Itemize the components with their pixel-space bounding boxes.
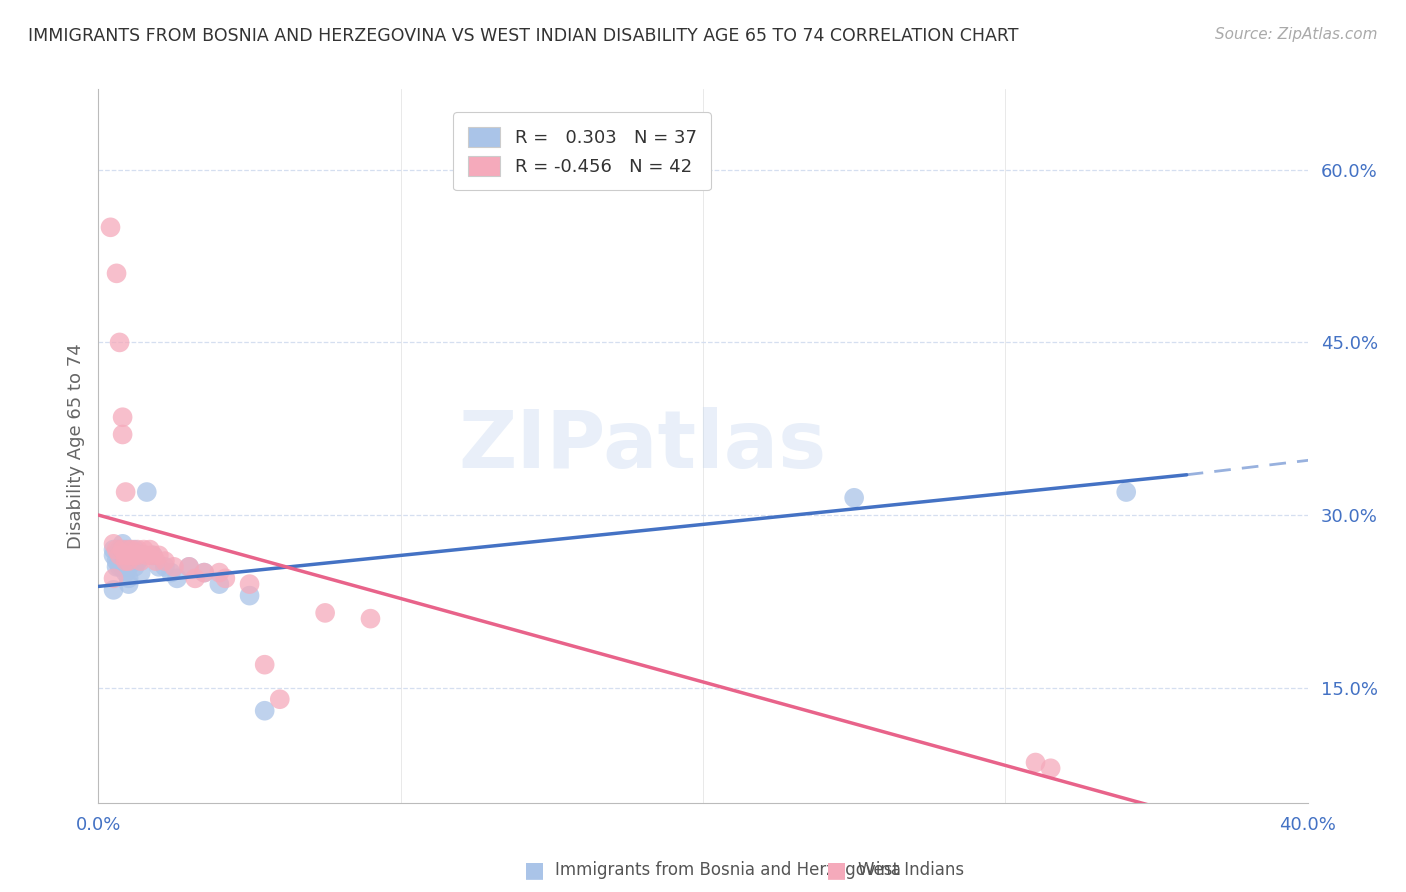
Point [103,549,125,563]
Point [114,485,136,500]
Point [108,554,131,568]
Point [118,549,141,563]
Point [153,554,176,568]
Point [208,577,231,591]
Point [111,410,134,425]
Point [163,559,186,574]
Point [118,577,141,591]
Point [253,657,276,672]
Y-axis label: Disability Age 65 to 74: Disability Age 65 to 74 [66,343,84,549]
Text: ZIPatlas: ZIPatlas [458,407,827,485]
Point [139,542,162,557]
Point [114,549,136,563]
Point [108,335,131,350]
Text: ■: ■ [827,860,846,880]
Text: Source: ZipAtlas.com: Source: ZipAtlas.com [1215,27,1378,42]
Point [118,554,141,568]
Point [111,542,134,557]
Point [100,220,122,235]
Point [114,542,136,557]
Point [127,549,149,563]
Point [184,571,207,585]
Point [114,554,136,568]
Point [129,554,152,568]
Point [135,549,157,563]
Point [269,692,291,706]
Point [105,554,128,568]
Text: ■: ■ [524,860,544,880]
Point [193,566,215,580]
Point [118,559,141,574]
Point [124,542,146,557]
Point [214,571,236,585]
Point [208,566,231,580]
Text: West Indians: West Indians [858,861,963,879]
Point [124,549,146,563]
Point [148,559,170,574]
Point [118,571,141,585]
Point [1039,761,1062,775]
Point [111,427,134,442]
Point [103,542,125,557]
Point [160,566,183,580]
Point [142,549,165,563]
Point [108,542,131,557]
Point [108,549,131,563]
Point [111,559,134,574]
Point [153,559,176,574]
Point [111,549,134,563]
Point [121,549,143,563]
Point [103,571,125,585]
Point [253,704,276,718]
Point [118,549,141,563]
Text: IMMIGRANTS FROM BOSNIA AND HERZEGOVINA VS WEST INDIAN DISABILITY AGE 65 TO 74 CO: IMMIGRANTS FROM BOSNIA AND HERZEGOVINA V… [28,27,1018,45]
Point [103,537,125,551]
Point [105,266,128,280]
Point [177,559,201,574]
Point [177,559,201,574]
Point [108,559,131,574]
Point [193,566,215,580]
Point [103,582,125,597]
Point [105,559,128,574]
Text: Immigrants from Bosnia and Herzegovina: Immigrants from Bosnia and Herzegovina [555,861,901,879]
Point [118,542,141,557]
Point [148,549,170,563]
Point [129,566,152,580]
Point [844,491,866,505]
Point [114,554,136,568]
Point [142,549,165,563]
Point [111,537,134,551]
Point [239,577,262,591]
Point [127,542,149,557]
Point [145,554,167,568]
Point [166,571,188,585]
Point [114,566,136,580]
Point [121,542,143,557]
Point [127,554,149,568]
Legend: R =   0.303   N = 37, R = -0.456   N = 42: R = 0.303 N = 37, R = -0.456 N = 42 [453,112,711,190]
Point [105,542,128,557]
Point [239,589,262,603]
Point [1115,485,1137,500]
Point [132,549,155,563]
Point [314,606,336,620]
Point [124,559,146,574]
Point [132,542,155,557]
Point [360,612,382,626]
Point [135,485,157,500]
Point [121,554,143,568]
Point [1024,756,1046,770]
